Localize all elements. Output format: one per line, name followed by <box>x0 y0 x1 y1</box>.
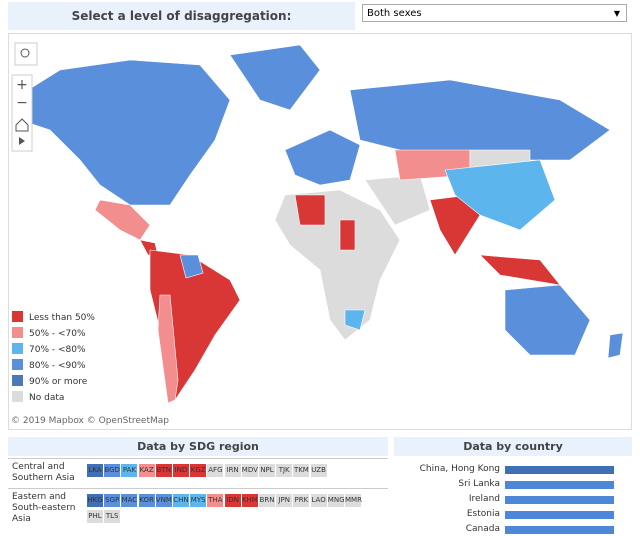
home-button[interactable] <box>15 118 29 132</box>
country-tile[interactable]: BTN <box>155 464 172 477</box>
country-tile[interactable]: LKA <box>87 464 103 477</box>
row-divider <box>8 488 388 489</box>
country-bar[interactable] <box>505 496 614 504</box>
country-tile[interactable]: LAO <box>310 494 327 507</box>
zoom-out[interactable]: − <box>16 95 28 111</box>
region-name: Eastern and South-eastern Asia <box>12 492 76 524</box>
country-tile[interactable]: PRK <box>293 494 310 507</box>
country-tile[interactable]: CHN <box>173 494 189 507</box>
map-controls: + − <box>11 42 38 152</box>
country-tile[interactable]: IND <box>173 464 189 477</box>
country-tile[interactable]: PAK <box>121 464 138 477</box>
country-label: Ireland <box>468 494 500 504</box>
country-tile[interactable]: KAZ <box>138 464 155 477</box>
legend: Less than 50% 50% - <70% 70% - <80% 80% - <… <box>12 311 95 403</box>
legend-swatch <box>12 343 23 354</box>
dropdown-arrow: ▼ <box>613 9 620 18</box>
country-bar[interactable] <box>505 481 614 489</box>
legend-label: 90% or more <box>29 377 88 387</box>
country-label: Sri Lanka <box>458 479 500 489</box>
map[interactable]: + − Less than 50% 50% - <70% 70% - <80% 80%… <box>8 33 632 430</box>
country-tile[interactable]: NPL <box>259 464 275 477</box>
legend-label: No data <box>29 393 64 403</box>
legend-label: 80% - <90% <box>29 361 86 371</box>
search-button[interactable] <box>14 42 38 66</box>
country-bar[interactable] <box>505 526 614 534</box>
country-tile[interactable]: TJK <box>276 464 293 477</box>
legend-label: 70% - <80% <box>29 345 86 355</box>
dropdown[interactable]: Both sexes ▼ <box>362 4 627 22</box>
country-panel: China, Hong Kong Sri Lanka Ireland Estonia C… <box>394 458 632 536</box>
region-name: Central and Southern Asia <box>12 462 75 483</box>
country-tile[interactable]: KHM <box>241 494 258 507</box>
country-tile[interactable]: KGZ <box>190 464 207 477</box>
map-attribution: © 2019 Mapbox © OpenStreetMap <box>11 416 169 426</box>
country-tile[interactable]: TLS <box>104 510 121 523</box>
country-tile[interactable]: MNG <box>327 494 345 507</box>
region-panel: Central and Southern Asia LKA BGD PAK KAZ BTN… <box>8 458 388 536</box>
country-tile[interactable]: UZB <box>310 464 327 477</box>
region-panel-title: Data by SDG region <box>8 437 388 456</box>
country-tile[interactable]: BRN <box>259 494 275 507</box>
country-label: Estonia <box>466 509 500 519</box>
zoom-in[interactable]: + <box>16 77 28 93</box>
country-tile[interactable]: MYS <box>190 494 207 507</box>
land <box>19 44 624 404</box>
country-tile[interactable]: BGD <box>104 464 121 477</box>
zoom-toolbar <box>11 74 33 152</box>
country-tile[interactable]: TKM <box>293 464 310 477</box>
country-tile[interactable]: HKG <box>87 494 103 507</box>
country-tile[interactable]: AFG <box>207 464 224 477</box>
legend-swatch <box>12 311 23 322</box>
legend-swatch <box>12 375 23 386</box>
country-label: China, Hong Kong <box>419 464 500 474</box>
legend-swatch <box>12 359 23 370</box>
dropdown-value: Both sexes <box>367 8 422 19</box>
country-bar[interactable] <box>505 511 614 519</box>
legend-swatch <box>12 327 23 338</box>
country-tile[interactable]: IRN <box>224 464 241 477</box>
country-tile[interactable]: SGP <box>104 494 121 507</box>
country-tile[interactable]: PHL <box>87 510 103 523</box>
pan-button[interactable] <box>19 137 25 145</box>
country-tile[interactable]: MDV <box>241 464 258 477</box>
search-icon <box>20 48 30 58</box>
country-tile[interactable]: JPN <box>276 494 293 507</box>
country-panel-title: Data by country <box>394 437 632 456</box>
disaggregation-header: Select a level of disaggregation: <box>8 2 355 30</box>
legend-label: Less than 50% <box>29 313 95 323</box>
country-tile[interactable]: MAC <box>121 494 138 507</box>
country-tile[interactable]: THA <box>207 494 224 507</box>
country-tile[interactable]: MMR <box>345 494 362 507</box>
legend-label: 50% - <70% <box>29 329 86 339</box>
country-tile[interactable]: KOR <box>138 494 155 507</box>
country-tile[interactable]: IDN <box>224 494 241 507</box>
legend-swatch <box>12 391 23 402</box>
country-bar[interactable] <box>505 466 614 474</box>
country-label: Canada <box>465 524 500 534</box>
row-divider <box>8 458 388 459</box>
country-tile[interactable]: VNM <box>155 494 172 507</box>
